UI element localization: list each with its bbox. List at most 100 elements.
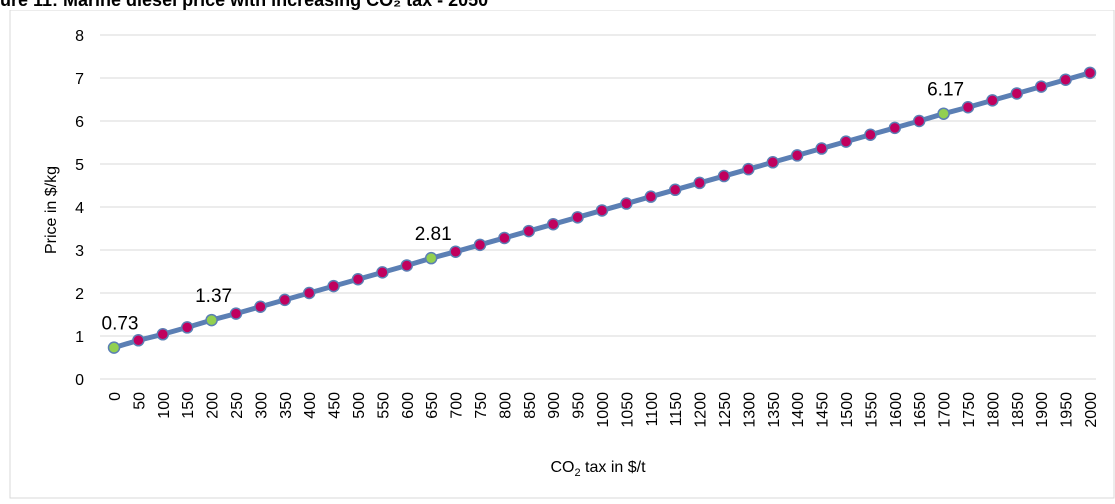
data-point bbox=[229, 307, 243, 320]
y-tick-label: 5 bbox=[75, 157, 84, 174]
x-tick-label: 300 bbox=[253, 392, 270, 419]
x-tick-label: 950 bbox=[571, 392, 588, 419]
data-point bbox=[693, 176, 706, 190]
x-tick-label: 400 bbox=[302, 392, 319, 419]
data-point bbox=[961, 100, 975, 114]
title-mask bbox=[0, 0, 1115, 10]
data-point bbox=[742, 162, 755, 176]
x-tick-label: 1300 bbox=[741, 392, 758, 428]
data-point bbox=[254, 300, 267, 314]
x-tick-label: 1750 bbox=[961, 392, 978, 428]
x-tick-label: 1500 bbox=[839, 392, 856, 428]
data-point bbox=[668, 183, 682, 197]
x-tick-label: 650 bbox=[424, 392, 441, 419]
data-point bbox=[595, 204, 609, 217]
chart-title: ure 11: Marine diesel price with increas… bbox=[0, 0, 488, 10]
data-label: 2.81 bbox=[415, 224, 452, 245]
y-tick-label: 0 bbox=[75, 372, 84, 389]
x-tick-label: 1550 bbox=[863, 392, 880, 428]
x-tick-label: 1650 bbox=[912, 392, 929, 428]
data-point bbox=[376, 266, 389, 279]
x-tick-label: 550 bbox=[375, 392, 392, 419]
x-tick-label: 350 bbox=[278, 392, 295, 419]
x-tick-label: 700 bbox=[449, 392, 466, 419]
x-tick-label: 1000 bbox=[595, 392, 612, 428]
data-point bbox=[766, 156, 780, 169]
x-tick-label: 1600 bbox=[888, 392, 905, 428]
data-point bbox=[986, 94, 999, 107]
data-label: 1.37 bbox=[195, 286, 232, 307]
data-point bbox=[1083, 66, 1097, 80]
y-tick-label: 2 bbox=[75, 286, 84, 303]
x-tick-label: 1850 bbox=[1010, 392, 1027, 428]
data-point bbox=[302, 286, 316, 300]
x-tick-label: 600 bbox=[400, 392, 417, 419]
data-point bbox=[498, 231, 511, 245]
data-point bbox=[400, 259, 414, 272]
x-tick-label: 250 bbox=[229, 392, 246, 419]
data-point bbox=[278, 293, 292, 307]
highlighted-data-point bbox=[107, 341, 121, 354]
x-tick-label: 450 bbox=[327, 392, 344, 419]
y-tick-label: 3 bbox=[75, 243, 84, 260]
gridlines bbox=[100, 34, 1096, 380]
data-point bbox=[644, 190, 658, 203]
x-tick-label: 850 bbox=[522, 392, 539, 419]
highlighted-data-point bbox=[205, 313, 218, 327]
data-point bbox=[790, 149, 804, 162]
data-point bbox=[620, 197, 633, 210]
data-point bbox=[888, 121, 902, 135]
x-tick-label: 1350 bbox=[766, 392, 783, 428]
data-point bbox=[180, 321, 194, 334]
y-tick-label: 1 bbox=[75, 329, 84, 346]
data-point bbox=[571, 211, 584, 224]
data-point bbox=[912, 114, 926, 128]
y-axis-ticks: 0 1 2 3 4 5 6 7 8 bbox=[75, 28, 84, 389]
x-tick-label: 200 bbox=[205, 392, 222, 419]
y-tick-label: 7 bbox=[75, 71, 84, 88]
data-point bbox=[864, 128, 877, 142]
x-tick-label: 1800 bbox=[985, 392, 1002, 428]
data-point bbox=[546, 217, 560, 231]
data-point bbox=[815, 142, 828, 155]
data-point bbox=[132, 334, 145, 347]
chart-border bbox=[9, 9, 1115, 499]
x-tick-label: 800 bbox=[497, 392, 514, 419]
data-point bbox=[522, 224, 536, 238]
x-tick-label: 1050 bbox=[619, 392, 636, 428]
data-point bbox=[156, 328, 170, 341]
x-tick-label: 750 bbox=[473, 392, 490, 419]
x-tick-label: 1700 bbox=[937, 392, 954, 428]
annotations: 0.73 1.37 2.81 6.17 bbox=[102, 80, 965, 335]
x-tick-label: 2000 bbox=[1083, 392, 1100, 428]
x-tick-label: 0 bbox=[107, 392, 124, 401]
highlighted-data-point bbox=[424, 251, 438, 265]
data-label: 6.17 bbox=[927, 80, 964, 101]
data-point bbox=[1034, 80, 1048, 93]
series bbox=[107, 66, 1097, 354]
x-tick-label: 1900 bbox=[1034, 392, 1051, 428]
x-tick-label: 1100 bbox=[644, 392, 661, 427]
data-point bbox=[327, 279, 340, 293]
y-tick-label: 4 bbox=[75, 200, 84, 217]
y-axis-label: Price in $/kg bbox=[43, 166, 60, 254]
data-point bbox=[717, 169, 731, 183]
x-tick-label: 1400 bbox=[790, 392, 807, 428]
data-point bbox=[473, 238, 487, 252]
data-point bbox=[449, 245, 462, 258]
data-point bbox=[839, 135, 853, 148]
x-tick-label: 1450 bbox=[815, 392, 832, 428]
data-point bbox=[1059, 73, 1072, 86]
x-tick-label: 1250 bbox=[717, 392, 734, 428]
x-tick-label: 150 bbox=[180, 392, 197, 419]
x-axis-ticks: 0 50 100 150 200 250 300 350 400 450 500 550 600 650 7… bbox=[107, 392, 1100, 428]
x-axis-label: CO2 tax in $/t bbox=[550, 459, 646, 479]
x-tick-label: 50 bbox=[131, 392, 148, 410]
highlighted-data-point bbox=[937, 107, 950, 120]
data-point bbox=[351, 272, 365, 286]
x-tick-label: 500 bbox=[351, 392, 368, 419]
x-tick-label: 1150 bbox=[668, 392, 685, 427]
y-tick-label: 6 bbox=[75, 114, 84, 131]
x-tick-label: 1950 bbox=[1059, 392, 1076, 428]
